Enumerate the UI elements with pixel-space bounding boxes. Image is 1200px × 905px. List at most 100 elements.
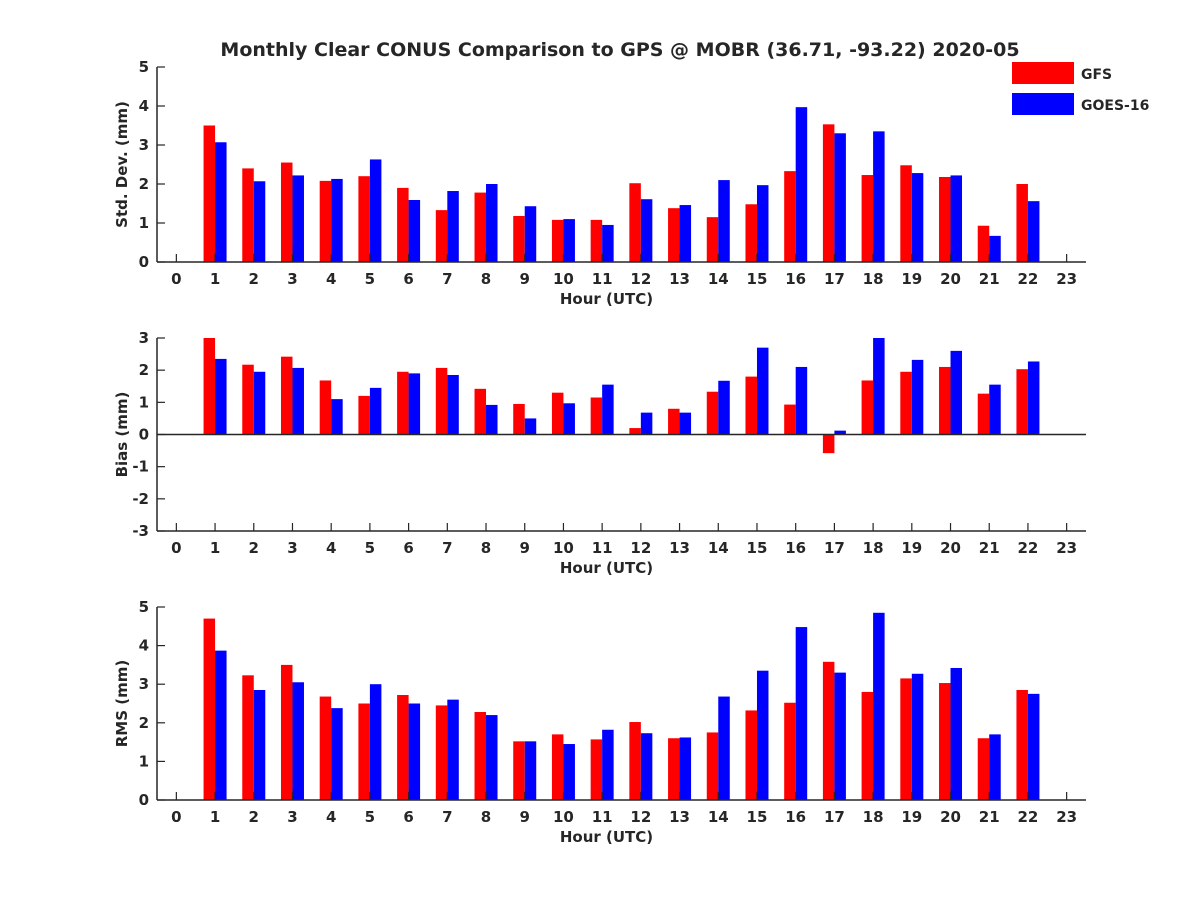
bar-gfs-hour-14 xyxy=(706,732,719,800)
y-tick-label: -2 xyxy=(132,490,149,508)
bar-goes-16-hour-21 xyxy=(989,384,1001,435)
x-tick-label: 4 xyxy=(326,539,336,557)
x-tick-label: 10 xyxy=(553,270,574,288)
bar-gfs-hour-13 xyxy=(668,208,680,262)
bar-goes-16-hour-10 xyxy=(563,403,575,435)
bar-goes-16-hour-4 xyxy=(331,399,343,435)
bar-gfs-hour-8 xyxy=(474,192,487,262)
bar-gfs-hour-18 xyxy=(861,175,874,262)
bar-gfs-hour-7 xyxy=(435,367,448,435)
legend-swatch-goes-16 xyxy=(1012,93,1074,115)
bar-gfs-hour-3 xyxy=(280,664,293,800)
bar-goes-16-hour-20 xyxy=(950,175,963,262)
bar-goes-16-hour-8 xyxy=(486,715,498,800)
x-tick-label: 15 xyxy=(747,808,768,826)
y-tick-label: 3 xyxy=(139,675,149,693)
x-tick-label: 6 xyxy=(403,270,413,288)
x-tick-label: 1 xyxy=(210,808,220,826)
bar-goes-16-hour-14 xyxy=(718,180,730,262)
bar-gfs-hour-22 xyxy=(1016,369,1028,435)
bar-goes-16-hour-6 xyxy=(408,703,421,800)
bar-goes-16-hour-17 xyxy=(834,133,846,262)
x-tick-label: 3 xyxy=(287,270,297,288)
x-axis-label: Hour (UTC) xyxy=(560,828,653,846)
bar-goes-16-hour-13 xyxy=(679,737,692,800)
y-tick-label: 0 xyxy=(139,253,149,271)
x-tick-label: 21 xyxy=(979,539,1000,557)
bar-goes-16-hour-5 xyxy=(369,684,382,800)
x-tick-label: 4 xyxy=(326,808,336,826)
x-tick-label: 9 xyxy=(520,270,530,288)
bar-goes-16-hour-12 xyxy=(640,199,653,262)
bar-gfs-hour-4 xyxy=(319,180,332,262)
bar-gfs-hour-10 xyxy=(551,734,564,800)
y-tick-label: -3 xyxy=(132,522,149,540)
bar-gfs-hour-22 xyxy=(1016,184,1028,262)
bar-gfs-hour-13 xyxy=(668,408,680,435)
x-tick-label: 11 xyxy=(592,270,613,288)
bar-gfs-hour-3 xyxy=(280,162,293,262)
bar-gfs-hour-11 xyxy=(590,739,603,800)
x-tick-label: 14 xyxy=(708,270,729,288)
bar-gfs-hour-15 xyxy=(745,710,757,800)
bar-goes-16-hour-5 xyxy=(369,159,382,262)
x-tick-label: 7 xyxy=(442,539,452,557)
bar-gfs-hour-6 xyxy=(397,187,409,262)
bar-gfs-hour-7 xyxy=(435,705,448,800)
x-tick-label: 22 xyxy=(1018,808,1039,826)
bar-goes-16-hour-22 xyxy=(1027,361,1040,435)
x-tick-label: 21 xyxy=(979,808,1000,826)
bar-goes-16-hour-14 xyxy=(718,380,730,435)
chart-title: Monthly Clear CONUS Comparison to GPS @ … xyxy=(220,39,1019,61)
x-tick-label: 1 xyxy=(210,539,220,557)
bar-goes-16-hour-7 xyxy=(447,374,459,435)
x-tick-label: 18 xyxy=(863,808,884,826)
bar-goes-16-hour-2 xyxy=(253,181,266,262)
bar-goes-16-hour-13 xyxy=(679,205,692,262)
bar-goes-16-hour-9 xyxy=(524,741,537,800)
bar-gfs-hour-17 xyxy=(822,124,835,262)
x-tick-label: 0 xyxy=(171,270,181,288)
bar-gfs-hour-9 xyxy=(513,403,525,435)
x-tick-label: 17 xyxy=(824,270,845,288)
bar-goes-16-hour-18 xyxy=(873,338,885,435)
x-tick-label: 18 xyxy=(863,270,884,288)
x-tick-label: 10 xyxy=(553,808,574,826)
bar-goes-16-hour-11 xyxy=(602,384,614,435)
bar-goes-16-hour-18 xyxy=(873,612,885,800)
y-axis-label: Bias (mm) xyxy=(113,392,131,478)
y-tick-label: 1 xyxy=(139,393,149,411)
bar-gfs-hour-19 xyxy=(900,678,912,800)
bar-gfs-hour-8 xyxy=(474,711,487,800)
bar-goes-16-hour-11 xyxy=(602,224,614,262)
bar-goes-16-hour-17 xyxy=(834,430,846,435)
x-tick-label: 23 xyxy=(1056,270,1077,288)
bar-goes-16-hour-8 xyxy=(486,184,498,262)
y-tick-label: 3 xyxy=(139,136,149,154)
y-axis-label: Std. Dev. (mm) xyxy=(113,101,131,228)
x-tick-label: 11 xyxy=(592,539,613,557)
bar-goes-16-hour-15 xyxy=(756,670,769,800)
x-tick-label: 13 xyxy=(669,808,690,826)
bar-goes-16-hour-2 xyxy=(253,371,266,435)
y-tick-label: 5 xyxy=(139,598,149,616)
bar-goes-16-hour-17 xyxy=(834,672,846,800)
bar-goes-16-hour-3 xyxy=(292,175,304,262)
y-tick-label: 2 xyxy=(139,714,149,732)
x-tick-label: 17 xyxy=(824,808,845,826)
bar-gfs-hour-4 xyxy=(319,696,332,800)
bar-gfs-hour-3 xyxy=(280,356,293,435)
bar-gfs-hour-8 xyxy=(474,388,487,435)
x-tick-label: 16 xyxy=(785,808,806,826)
bar-gfs-hour-20 xyxy=(939,176,951,262)
bar-gfs-hour-16 xyxy=(784,171,796,262)
bar-goes-16-hour-6 xyxy=(408,199,421,262)
bar-goes-16-hour-10 xyxy=(563,744,575,800)
bar-gfs-hour-12 xyxy=(629,428,641,435)
x-tick-label: 19 xyxy=(901,539,922,557)
bar-gfs-hour-4 xyxy=(319,380,332,435)
bar-gfs-hour-16 xyxy=(784,702,796,800)
bar-goes-16-hour-15 xyxy=(756,185,769,262)
